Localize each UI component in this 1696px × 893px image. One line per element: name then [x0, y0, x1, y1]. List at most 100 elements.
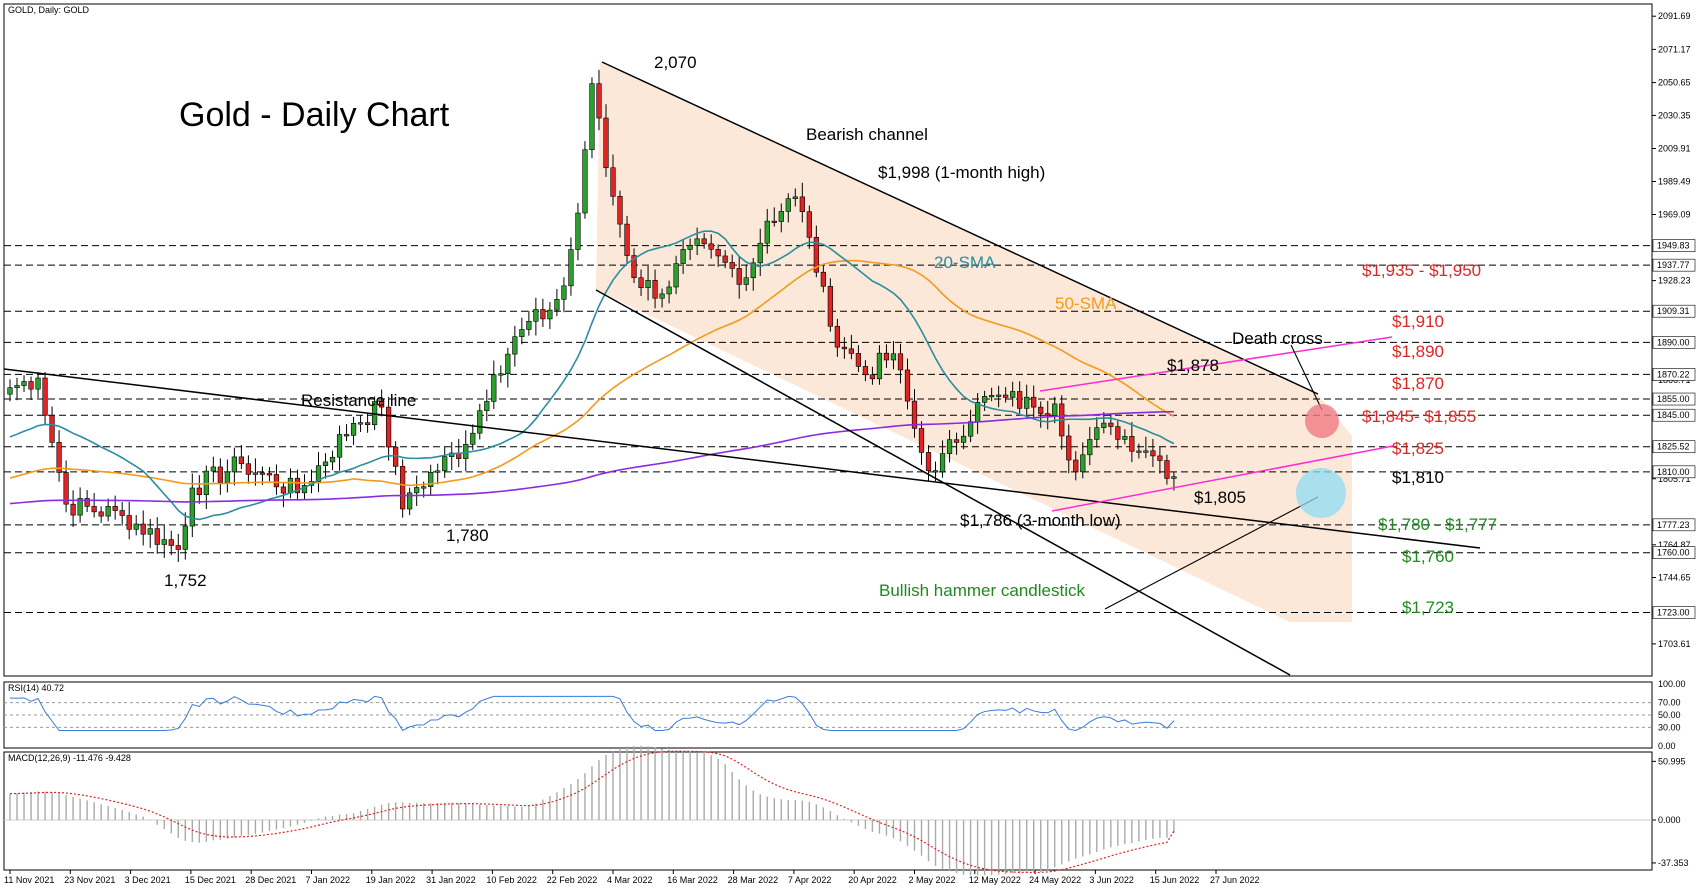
candle-body	[897, 353, 904, 371]
candle-body	[259, 472, 266, 475]
candle-body	[1080, 454, 1086, 473]
date-tick-label: 11 Nov 2021	[4, 875, 54, 885]
price-tick-label: 2071.17	[1658, 44, 1691, 54]
candle-body	[673, 263, 679, 288]
candle-body	[694, 238, 700, 246]
sma-20-line	[9, 230, 1175, 521]
price-tick-label: 1989.49	[1658, 177, 1691, 187]
candle-body	[315, 465, 322, 482]
candle-body	[638, 277, 644, 289]
annotation-label: Bullish hammer candlestick	[879, 581, 1085, 600]
candle-body	[1150, 450, 1156, 457]
candle-body	[1010, 391, 1016, 398]
date-tick-label: 24 May 2022	[1029, 875, 1081, 885]
candle-body	[154, 528, 160, 545]
candle-body	[56, 442, 62, 473]
candle-body	[953, 439, 960, 443]
candle-body	[119, 510, 125, 516]
price-level-box	[1652, 368, 1696, 381]
date-tick-label: 3 Jun 2022	[1089, 875, 1134, 885]
candle-body	[210, 466, 216, 472]
candle-body	[729, 262, 735, 269]
candle-body	[266, 473, 273, 476]
candle-body	[294, 477, 301, 494]
candle-body	[1066, 435, 1072, 461]
candle-body	[519, 329, 525, 338]
price-level-box	[1652, 258, 1696, 272]
candle-body	[792, 196, 798, 200]
hammer-pointer-line	[1104, 496, 1319, 610]
candle-body	[561, 285, 567, 300]
candle-body	[273, 474, 280, 488]
sma-200-line	[9, 410, 1174, 505]
rsi-tick-label: 0.00	[1658, 741, 1676, 751]
candle-body	[764, 220, 770, 244]
price-level-label: 1937.77	[1657, 260, 1690, 270]
date-tick-label: 28 Dec 2021	[245, 875, 296, 885]
price-level-label: 1723.00	[1657, 608, 1690, 618]
price-level-label: 1855.00	[1657, 394, 1690, 404]
candle-body	[652, 280, 658, 299]
candle-body	[421, 486, 427, 489]
date-tick-label: 22 Feb 2022	[547, 875, 598, 885]
candle-body	[610, 167, 616, 197]
date-tick-label: 7 Jan 2022	[306, 875, 351, 885]
candle-body	[238, 456, 244, 465]
candle-body	[161, 539, 167, 545]
candle-body	[414, 487, 420, 494]
candle-body	[722, 255, 728, 263]
date-tick-label: 7 Apr 2022	[788, 875, 832, 885]
candle-body	[196, 487, 202, 496]
candle-body	[343, 434, 350, 437]
candle-body	[491, 374, 497, 402]
candle-body	[1157, 455, 1163, 461]
price-level-box	[1652, 392, 1696, 406]
candle-body	[498, 373, 504, 376]
annotations: 2,070 Bearish channel $1,998 (1-month high…	[164, 53, 1497, 617]
candle-body	[575, 212, 581, 250]
upper-range-line	[1039, 336, 1393, 392]
candle-body	[428, 472, 434, 487]
price-level-label: 1760.00	[1657, 548, 1690, 558]
candle-body	[105, 505, 111, 517]
annotation-label: 1,752	[164, 571, 207, 590]
date-axis: 11 Nov 2021 23 Nov 2021 3 Dec 2021 15 Dec 2…	[4, 870, 1260, 885]
annotation-label: $1,810	[1392, 468, 1444, 487]
candle-body	[785, 198, 791, 212]
candle-body	[477, 410, 483, 434]
candle-body	[407, 492, 413, 510]
candle-body	[855, 353, 862, 367]
date-tick-label: 2 May 2022	[909, 875, 956, 885]
candle-body	[1101, 422, 1107, 428]
candle-body	[1094, 427, 1100, 440]
chart-header: GOLD, Daily: GOLD	[8, 5, 90, 15]
green-level-label: $1,760	[1402, 547, 1454, 566]
death-cross-pointer-line	[1290, 344, 1323, 411]
price-tick-label: 2030.35	[1658, 110, 1691, 120]
candle-body	[659, 293, 665, 299]
candle-body	[280, 486, 287, 494]
red-level-label: $1,870	[1392, 374, 1444, 393]
red-level-label: $1,825	[1392, 439, 1444, 458]
moving-averages	[9, 230, 1175, 521]
candle-body	[687, 245, 693, 250]
candle-body	[512, 336, 518, 355]
macd-tick-label: -37.353	[1658, 858, 1689, 868]
price-level-label: 1777.23	[1657, 520, 1690, 530]
candle-body	[1164, 460, 1170, 479]
price-level-box	[1652, 606, 1696, 619]
candle-body	[568, 249, 574, 287]
candle-body	[778, 211, 784, 222]
candle-body	[442, 456, 448, 472]
candle-body	[245, 463, 252, 475]
macd-title: MACD(12,26,9) -11.476 -9.428	[8, 753, 131, 763]
price-level-label: 1845.00	[1657, 410, 1690, 420]
red-level-label: $1,890	[1392, 342, 1444, 361]
price-level-box	[1652, 440, 1696, 454]
date-tick-label: 23 Nov 2021	[64, 875, 115, 885]
candle-body	[175, 545, 181, 550]
channel-upper-line	[601, 61, 1319, 395]
candle-body	[533, 309, 539, 322]
candle-body	[680, 249, 686, 264]
annotation-label: $1,878	[1167, 356, 1219, 375]
